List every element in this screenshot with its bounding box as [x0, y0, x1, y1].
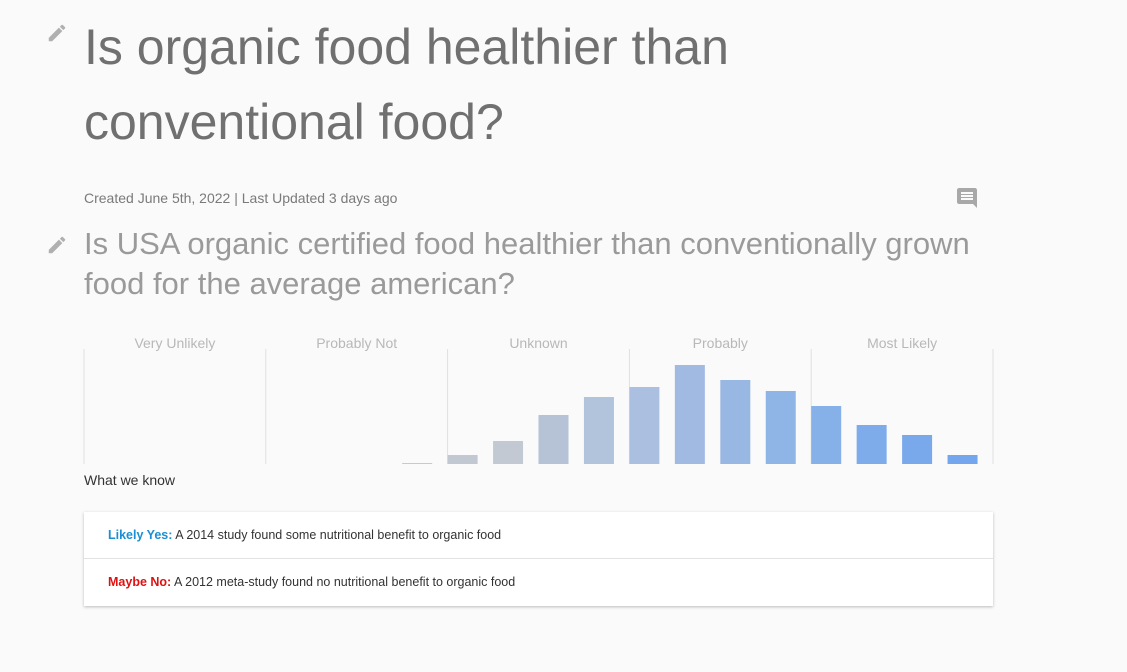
bar: [947, 455, 978, 464]
item-label: Maybe No:: [108, 575, 172, 589]
title: Is organic food healthier than conventio…: [84, 19, 729, 150]
question: Is USA organic certified food healthier …: [84, 226, 970, 301]
meta: Created June 5th, 2022 | Last Updated 3 …: [84, 190, 398, 206]
group-label: Very Unlikely: [134, 335, 215, 351]
bar: [402, 463, 433, 464]
bar: [629, 387, 660, 464]
evidence-list: Likely Yes: A 2014 study found some nutr…: [84, 512, 993, 606]
bar: [902, 435, 933, 464]
evidence-item[interactable]: Likely Yes: A 2014 study found some nutr…: [84, 512, 993, 559]
bar: [856, 425, 887, 464]
item-label: Likely Yes:: [108, 528, 173, 542]
group-label: Unknown: [509, 335, 567, 351]
edit-icon[interactable]: [46, 22, 68, 44]
section-heading: What we know: [84, 472, 176, 488]
comment-icon[interactable]: [955, 186, 979, 210]
bar: [720, 380, 751, 464]
bar: [811, 406, 842, 464]
bar: [765, 391, 796, 464]
bar: [493, 441, 524, 464]
bar: [674, 365, 705, 464]
group-label: Probably Not: [316, 335, 397, 351]
group-label: Probably: [693, 335, 748, 351]
evidence-item[interactable]: Maybe No: A 2012 meta-study found no nut…: [84, 559, 993, 606]
edit-icon[interactable]: [46, 234, 68, 256]
bar: [583, 397, 614, 464]
chart: Very Unlikely Probably Not Unknown Probably…: [83, 335, 994, 464]
item-text: A 2014 study found some nutritional bene…: [175, 528, 502, 542]
bar: [447, 455, 478, 464]
item-text: A 2012 meta-study found no nutritional b…: [174, 575, 516, 589]
group-label: Most Likely: [867, 335, 937, 351]
bar: [538, 415, 569, 464]
